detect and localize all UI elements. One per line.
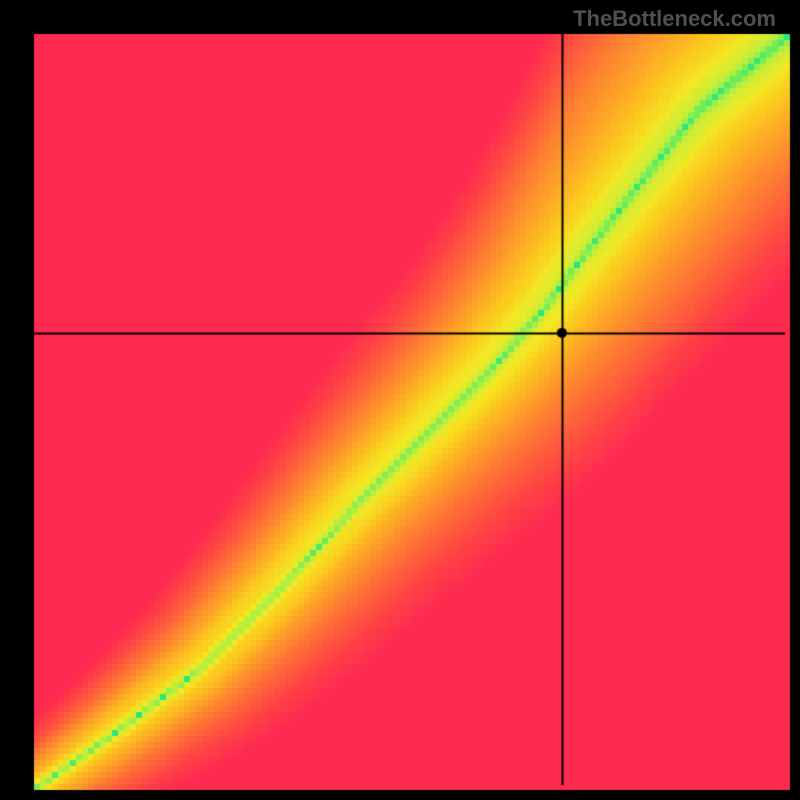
chart-container: TheBottleneck.com bbox=[0, 0, 800, 800]
watermark-text: TheBottleneck.com bbox=[573, 6, 776, 32]
heatmap-canvas bbox=[0, 0, 800, 800]
